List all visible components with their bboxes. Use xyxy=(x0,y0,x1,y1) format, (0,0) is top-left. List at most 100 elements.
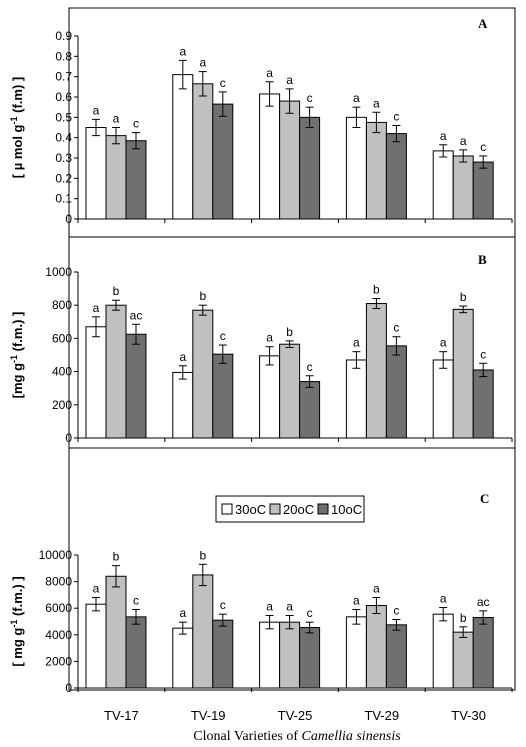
significance-letter: a xyxy=(373,96,380,110)
bar xyxy=(345,616,367,689)
legend-swatch xyxy=(317,503,329,515)
significance-letter: c xyxy=(307,91,313,105)
bar xyxy=(105,304,127,439)
significance-letter: a xyxy=(440,336,447,350)
x-axis-title-text: Clonal Varieties of xyxy=(193,729,298,744)
significance-letter: a xyxy=(460,134,467,148)
y-tick-label: 0 xyxy=(65,212,72,226)
bar xyxy=(125,140,147,220)
bar xyxy=(172,627,194,689)
significance-letter: a xyxy=(286,600,293,614)
panel-label: A xyxy=(478,16,488,31)
significance-letter: b xyxy=(199,289,206,303)
y-axis-label-text: [ mg g xyxy=(10,628,25,667)
significance-letter: a xyxy=(93,582,100,596)
y-tick-label: 0.1 xyxy=(55,192,72,206)
y-tick-label: 0.9 xyxy=(55,29,72,43)
significance-letter: b xyxy=(460,290,467,304)
legend-label: 10oC xyxy=(331,502,362,517)
y-axis-label-text-rest: (f.m.) ] xyxy=(10,576,25,619)
significance-letter: c xyxy=(220,76,226,90)
significance-letter: a xyxy=(440,592,447,606)
bar xyxy=(299,381,321,439)
significance-letter: a xyxy=(353,336,360,350)
bar xyxy=(365,605,387,689)
y-axis-label: [ mg g-1 (f.m.) ] xyxy=(9,576,25,666)
bar xyxy=(365,303,387,439)
x-category-label: TV-19 xyxy=(191,708,226,723)
y-tick-label: 0.6 xyxy=(55,90,72,104)
bar xyxy=(172,74,194,220)
bar xyxy=(212,103,234,220)
significance-letter: a xyxy=(353,91,360,105)
bar xyxy=(279,343,301,439)
bar xyxy=(385,345,407,439)
significance-letter: b xyxy=(199,548,206,562)
legend-label: 20oC xyxy=(283,502,314,517)
bar xyxy=(259,621,281,689)
bar xyxy=(365,121,387,220)
bar xyxy=(472,369,494,439)
significance-letter: a xyxy=(266,600,273,614)
bar xyxy=(432,150,454,220)
significance-letter: a xyxy=(266,66,273,80)
bar xyxy=(345,359,367,439)
legend-box xyxy=(215,495,365,523)
significance-letter: a xyxy=(266,331,273,345)
significance-letter: c xyxy=(220,598,226,612)
bar xyxy=(192,574,214,689)
bar xyxy=(452,631,474,689)
figure-frame xyxy=(68,7,516,691)
y-axis-label-text: [ µ mol g xyxy=(10,124,25,178)
y-tick-label: 0 xyxy=(65,431,72,445)
y-tick-label: 0.7 xyxy=(55,70,72,84)
y-tick-label: 4000 xyxy=(45,628,72,642)
bar xyxy=(452,308,474,439)
y-axis-label-text-rest: (f.m.) ] xyxy=(10,312,25,355)
x-category-label: TV-29 xyxy=(364,708,399,723)
y-tick-label: 0.2 xyxy=(55,171,72,185)
significance-letter: c xyxy=(480,347,486,361)
significance-letter: c xyxy=(393,321,399,335)
y-axis-label-superscript: -1 xyxy=(9,116,19,124)
y-tick-label: 600 xyxy=(52,331,72,345)
bar xyxy=(192,309,214,439)
significance-letter: a xyxy=(113,112,120,126)
significance-letter: a xyxy=(373,582,380,596)
y-tick-label: 1000 xyxy=(45,265,72,279)
bar xyxy=(279,621,301,689)
bar xyxy=(125,333,147,439)
bar xyxy=(105,575,127,689)
bar xyxy=(432,613,454,689)
significance-letter: c xyxy=(307,360,313,374)
significance-letter: a xyxy=(440,129,447,143)
significance-letter: c xyxy=(220,329,226,343)
y-tick-label: 0.4 xyxy=(55,131,72,145)
significance-letter: c xyxy=(307,606,313,620)
y-tick-label: 0.5 xyxy=(55,110,72,124)
y-axis-label-superscript: -1 xyxy=(9,620,19,628)
significance-letter: b xyxy=(113,284,120,298)
significance-letter: a xyxy=(179,350,186,364)
x-axis-title-species: Camellia sinensis xyxy=(302,729,402,744)
bar xyxy=(385,624,407,689)
y-axis-label-text-rest: (f.m) ] xyxy=(10,77,25,117)
legend-label: 30oC xyxy=(235,502,266,517)
bar xyxy=(212,353,234,439)
x-category-label: TV-25 xyxy=(278,708,313,723)
y-tick-label: 200 xyxy=(52,398,72,412)
significance-letter: a xyxy=(93,301,100,315)
y-tick-label: 10000 xyxy=(39,548,73,562)
bar xyxy=(259,93,281,220)
bar xyxy=(192,83,214,220)
bar xyxy=(259,355,281,439)
bar xyxy=(85,603,107,689)
significance-letter: a xyxy=(353,594,360,608)
significance-letter: c xyxy=(133,117,139,131)
y-tick-label: 800 xyxy=(52,298,72,312)
significance-letter: a xyxy=(199,56,206,70)
x-axis-title: Clonal Varieties of Camellia sinensis xyxy=(193,729,401,744)
significance-letter: b xyxy=(113,550,120,564)
legend-swatch xyxy=(221,503,233,515)
